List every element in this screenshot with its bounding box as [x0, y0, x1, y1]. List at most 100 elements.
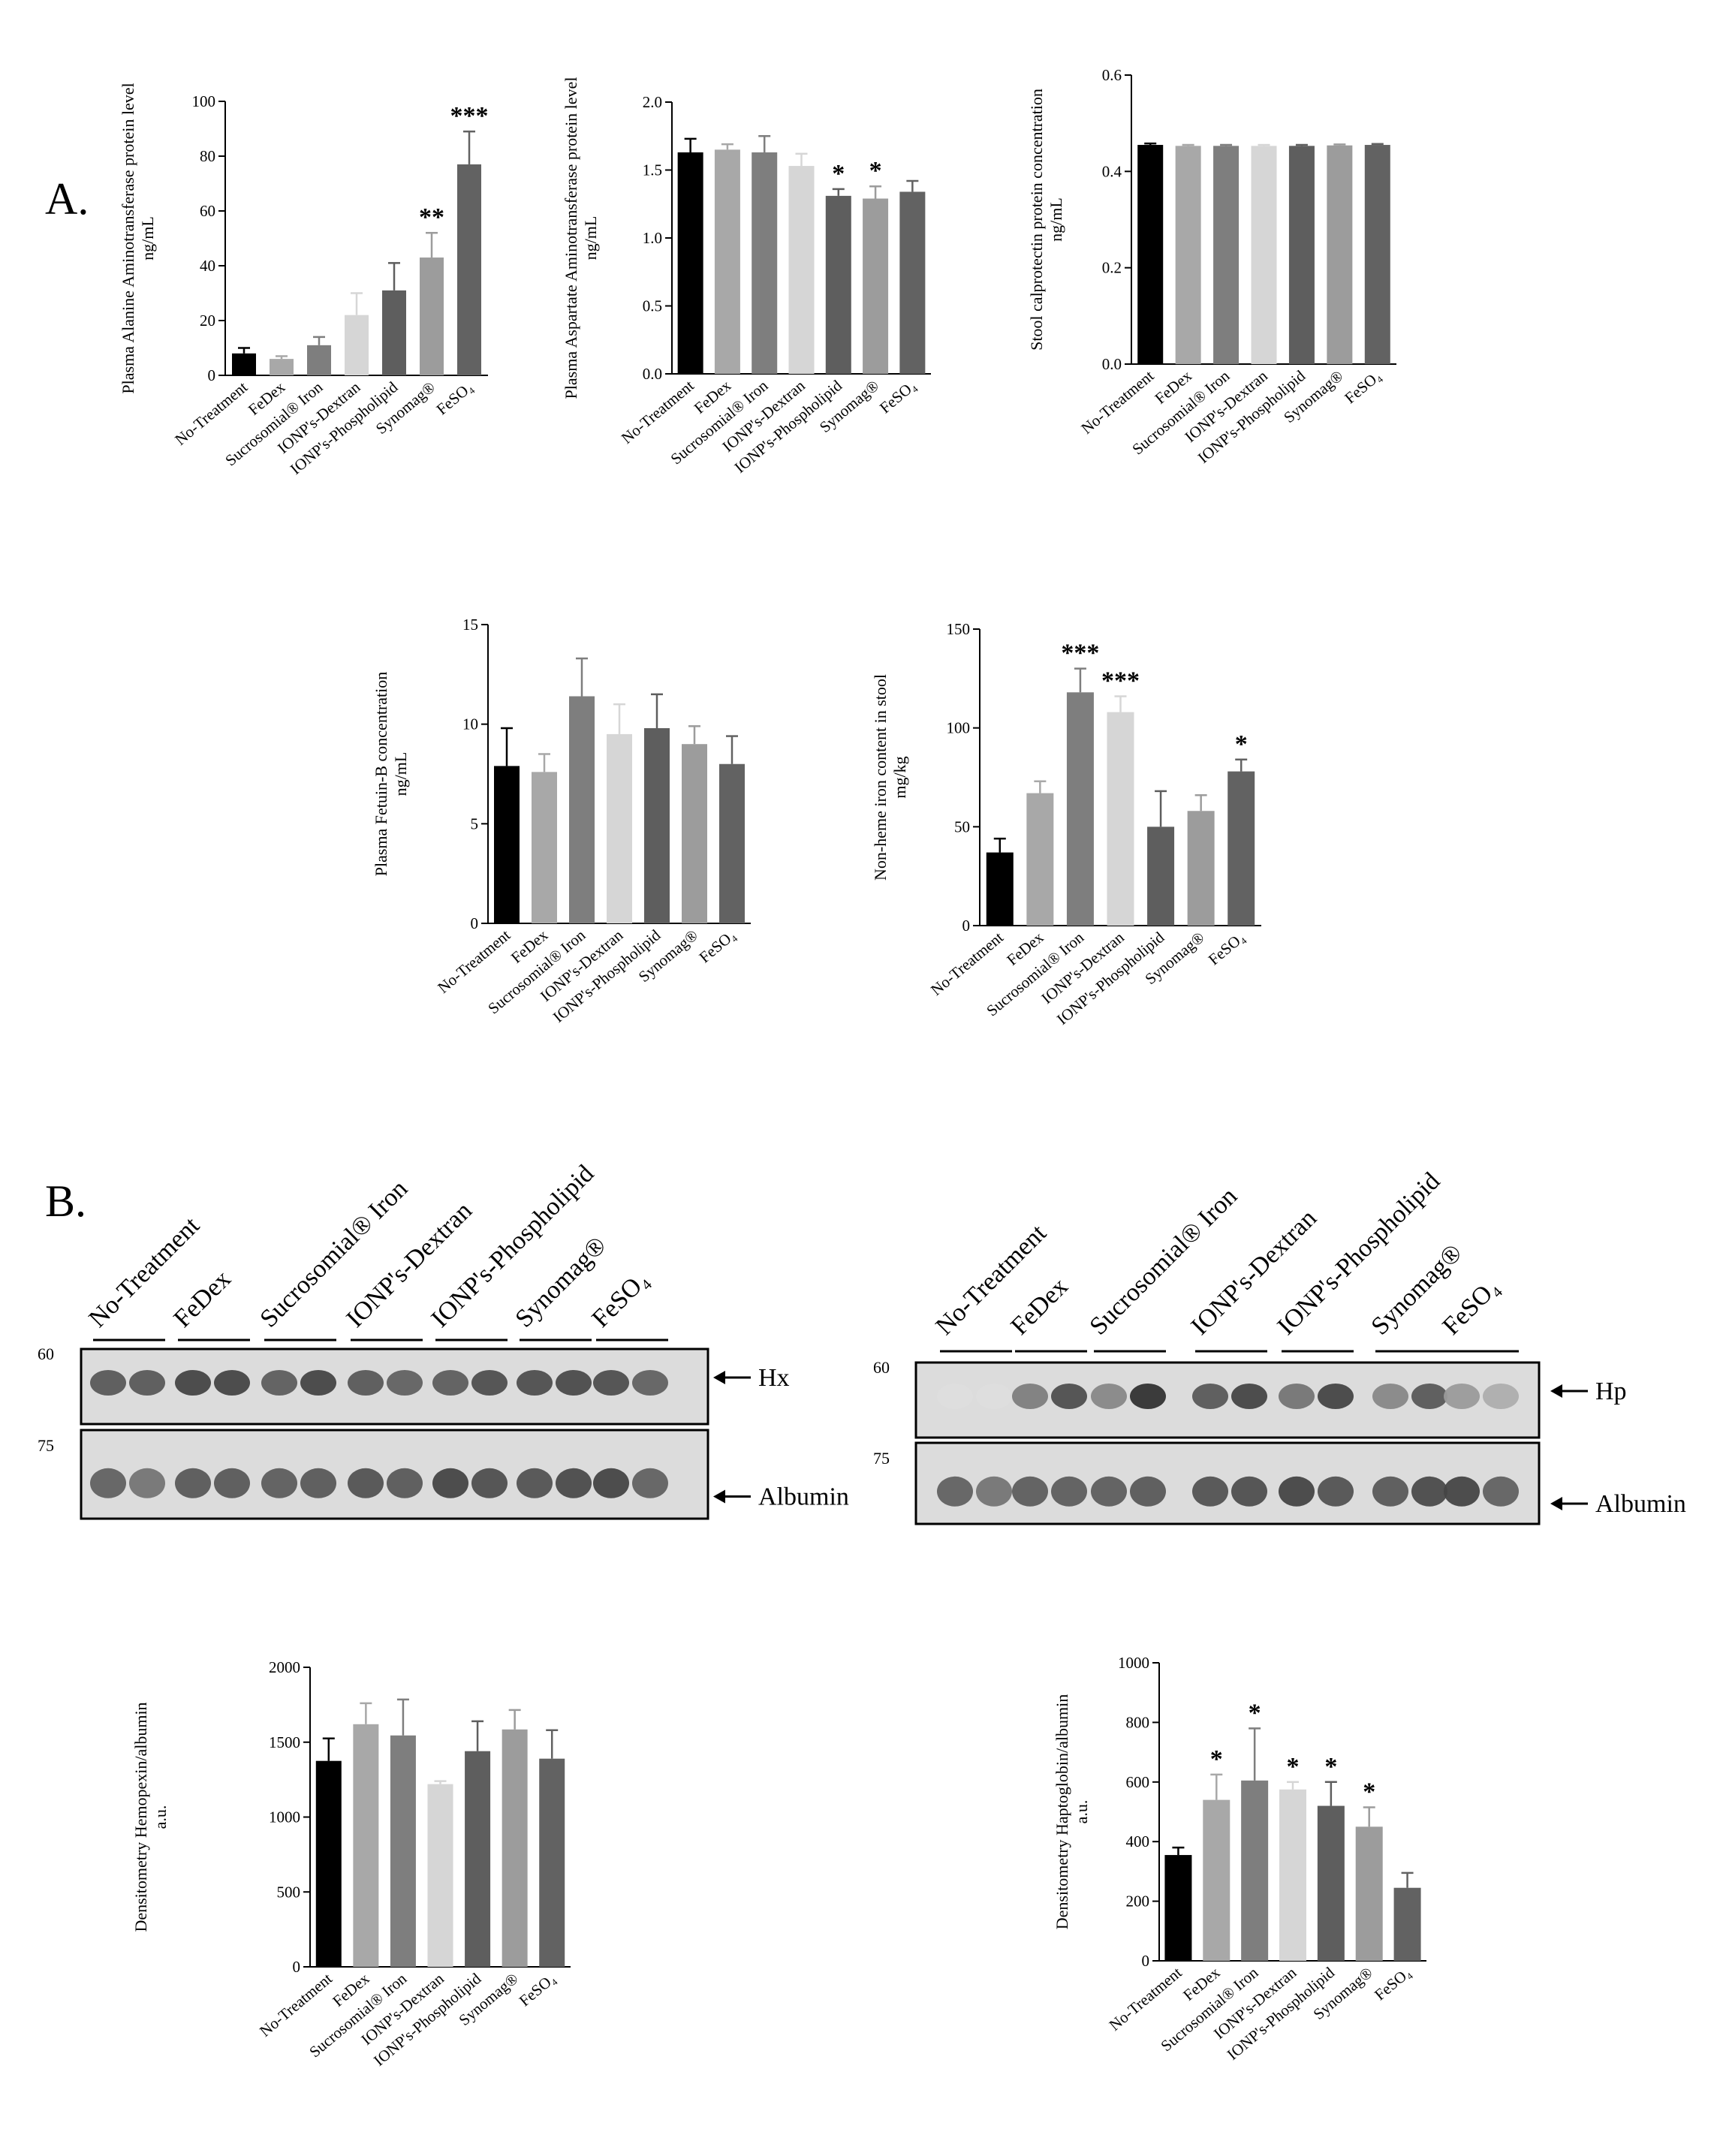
blot-band: [937, 1384, 973, 1409]
y-axis-label: Densitometry Hemopexin/albumina.u.: [131, 1702, 170, 1932]
lane-label: IONP's-Phospholipid: [1272, 1167, 1445, 1341]
blot-band: [1372, 1384, 1408, 1409]
blot-band: [387, 1468, 423, 1498]
y-tick-label: 0.2: [1102, 259, 1122, 277]
panel-label-a: A.: [45, 174, 89, 224]
bar: [390, 1735, 416, 1967]
bar: [644, 727, 670, 923]
blot-band: [1192, 1476, 1228, 1507]
y-axis-label: Non-heme iron content in stoolmg/kg: [871, 674, 909, 881]
blot-band: [517, 1370, 553, 1396]
bar: [1364, 145, 1390, 364]
blot-band: [261, 1370, 297, 1396]
bar: [457, 164, 481, 375]
y-tick-label: 100: [192, 92, 216, 110]
bar: [863, 198, 889, 374]
lane-label: Sucrosomial® Iron: [255, 1175, 413, 1333]
blot-band: [1279, 1476, 1315, 1507]
blot-band: [1051, 1384, 1087, 1409]
y-axis-label: Plasma Aspartate Aminotransferase protei…: [562, 77, 600, 399]
arrow-head-icon: [713, 1371, 725, 1384]
chart-fetuin: 0 5 10 15 Plasma Fetuin-B concentrationng/mL…: [372, 616, 751, 1026]
x-tick-label: FeSO₄: [1341, 366, 1384, 407]
blot-band: [432, 1468, 468, 1498]
blot-band: [1091, 1384, 1127, 1409]
blot-band: [976, 1476, 1012, 1507]
bar: [232, 353, 256, 375]
blot-band: [129, 1468, 165, 1498]
blot-band: [432, 1370, 468, 1396]
y-tick-label: 0: [1142, 1952, 1150, 1970]
blot-band: [1444, 1384, 1480, 1409]
x-tick-label: No-Treatment: [1077, 366, 1157, 437]
blot-band: [1318, 1476, 1354, 1507]
bar: [353, 1724, 379, 1967]
x-tick-label: No-Treatment: [171, 378, 251, 448]
y-tick-label: 150: [947, 620, 971, 638]
bar: [1107, 712, 1134, 926]
bar: [270, 359, 294, 375]
blot-band: [1091, 1476, 1127, 1507]
blot-band: [1411, 1384, 1447, 1409]
bar: [1164, 1855, 1192, 1961]
significance-marker: *: [832, 160, 845, 188]
bar: [682, 744, 707, 923]
significance-marker: *: [1287, 1753, 1300, 1781]
band-label-bottom: Albumin: [758, 1483, 849, 1511]
blot-band: [556, 1370, 592, 1396]
x-tick-label: FeSO₄: [1371, 1963, 1414, 2004]
mw-marker-60: 60: [873, 1358, 890, 1377]
blot-band: [1231, 1384, 1267, 1409]
bar: [420, 257, 444, 375]
y-tick-label: 0: [293, 1958, 301, 1976]
bar: [1026, 793, 1054, 926]
x-tick-label: FeSO₄: [696, 926, 740, 966]
y-tick-label: 800: [1126, 1713, 1150, 1731]
chart-ast: 0.0 0.5 1.0 1.5 2.0 Plasma Aspartate Aminotra…: [562, 77, 931, 477]
blot-membrane-bottom: [914, 1441, 1541, 1525]
bar: [1147, 827, 1175, 926]
blot-band: [1444, 1476, 1480, 1507]
mw-marker-60: 60: [38, 1344, 54, 1363]
chart-haptoglobin: 0 200 400 600 800 1000 Densitometry Haptoglobi…: [1053, 1654, 1426, 2064]
blot-band: [1483, 1476, 1519, 1507]
y-tick-label: 0: [208, 366, 216, 384]
significance-marker: *: [1249, 1699, 1261, 1727]
x-tick-label: No-Treatment: [434, 926, 514, 996]
blot-band: [632, 1468, 668, 1498]
blot-band: [593, 1370, 629, 1396]
band-label-top: Hx: [758, 1364, 790, 1392]
x-tick-label: No-Treatment: [1106, 1963, 1185, 2034]
chart-alt: 0 20 40 60 80 100 Plasma Alanine Aminotransfer…: [119, 83, 489, 477]
x-tick-label: FeSO₄: [1205, 928, 1249, 968]
blot-band: [1130, 1476, 1166, 1507]
blot-band: [471, 1370, 508, 1396]
blot-band: [90, 1370, 126, 1396]
blot-band: [1372, 1476, 1408, 1507]
panel-label-b: B.: [45, 1176, 86, 1226]
significance-marker: **: [419, 203, 444, 231]
lane-label: FeSO₄: [1437, 1273, 1504, 1340]
chart-hemopexin: 0 500 1000 1500 2000 Densitometry Hemopexin/a…: [131, 1658, 571, 2070]
blot-band: [300, 1468, 336, 1498]
bar: [1066, 692, 1094, 926]
blot-band: [1130, 1384, 1166, 1409]
bar: [494, 766, 520, 923]
y-tick-label: 15: [462, 616, 478, 634]
lane-label: FeDex: [1005, 1272, 1073, 1340]
y-tick-label: 200: [1126, 1893, 1150, 1911]
blot-band: [1012, 1384, 1048, 1409]
bar: [752, 152, 778, 374]
bar: [539, 1758, 565, 1967]
x-tick-label: No-Treatment: [618, 376, 697, 447]
blot-band: [1483, 1384, 1519, 1409]
blot-band: [976, 1384, 1012, 1409]
significance-marker: ***: [450, 102, 489, 130]
lane-label: IONP's-Phospholipid: [426, 1160, 599, 1333]
y-tick-label: 40: [200, 257, 215, 275]
blot-band: [90, 1468, 126, 1498]
bar: [1175, 146, 1201, 364]
